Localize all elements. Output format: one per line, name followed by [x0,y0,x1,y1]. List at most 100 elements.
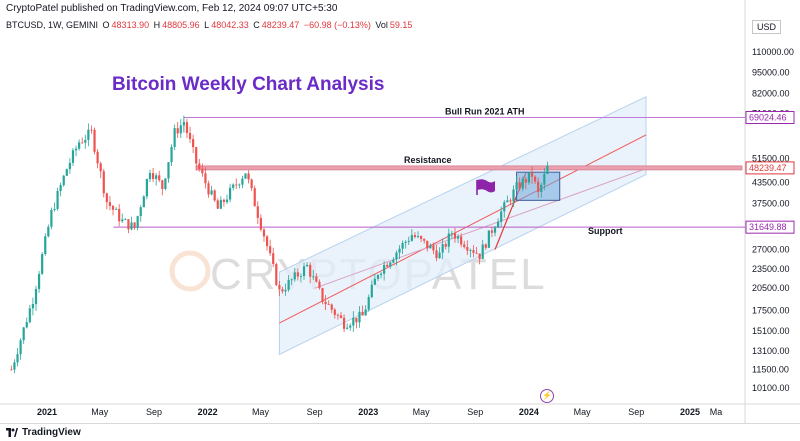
candle-body [213,190,216,201]
candle [158,170,161,183]
candle [90,125,93,134]
candle [133,222,136,230]
close-label: C [253,20,260,30]
candle [290,278,293,286]
candle-body [481,244,484,259]
candle [438,247,441,259]
candle-body [416,236,420,237]
candle [25,317,28,329]
candle [262,227,266,242]
candle [327,300,330,305]
candle-body [34,288,38,305]
candle-body [19,340,22,355]
candle [201,163,204,177]
footer-brand[interactable]: TradingView [22,427,81,438]
candle-body [164,178,167,189]
candle [142,195,145,208]
candle-body [16,354,19,363]
tradingview-logo-icon [6,428,18,437]
annotation-resistance: Resistance [404,155,452,165]
candle [225,194,229,205]
candle-body [136,216,139,228]
price-tick-label: 71000.00 [752,109,790,119]
candle-body [367,297,370,310]
candle-body [250,179,253,189]
candle-body [111,205,115,210]
candle [342,314,346,333]
time-tick-label: Sep [307,407,323,417]
candle [179,119,182,139]
candle [222,198,226,207]
candle-body [312,276,315,278]
candle [299,273,303,283]
candle-body [228,187,232,200]
candle-body [543,173,546,185]
candle [281,286,284,294]
candle [469,248,472,258]
candle-body [487,230,490,248]
candle-body [96,151,99,164]
candle-body [37,273,41,289]
candle-body [102,171,105,194]
candle [278,280,281,297]
candle [410,229,413,242]
candle [37,270,41,293]
candle-body [537,181,540,192]
candle [537,177,540,198]
candle-body [503,202,506,212]
time-tick-label: 2025 [680,407,700,417]
candle-body [358,311,361,323]
candle [509,198,512,206]
candle [124,218,127,221]
currency-button[interactable]: USD [752,20,782,34]
candle [34,285,38,311]
candle [540,182,543,198]
time-tick-label: May [413,407,431,417]
price-tick-label: 20500.00 [752,283,790,293]
candle-body [309,264,312,277]
candle [293,268,296,282]
candle-body [253,188,256,207]
candle [450,230,454,240]
time-tick-label: May [252,407,270,417]
candle [435,244,438,262]
candle-body [244,173,247,179]
candle [321,287,324,305]
candle-body [99,163,102,172]
candle-body [515,182,518,190]
candle [312,270,315,280]
time-tick-label: 2022 [198,407,218,417]
candle-body [395,252,398,260]
candle [379,271,383,279]
publish-info: CryptoPatel published on TradingView.com… [6,3,338,14]
candle-body [392,259,395,263]
candle [185,118,189,138]
candle [265,234,269,251]
watermark: CRYPTOPATEL [169,250,545,299]
candle-body [456,236,460,239]
candle-body [31,304,35,309]
candle-body [78,142,81,149]
candle [167,162,170,183]
candle-body [235,184,238,186]
candle-body [444,244,447,247]
candle-body [167,162,170,179]
candle-body [352,317,355,326]
candle-body [47,226,50,237]
candle [213,189,216,202]
candle-body [333,309,336,315]
price-label-box [745,161,795,175]
candle-body [379,273,383,275]
symbol-label[interactable]: BTCUSD, 1W, GEMINI [6,20,99,30]
candle [530,166,534,184]
lightning-icon[interactable]: ⚡ [540,389,554,403]
candle [216,198,219,209]
candle [533,175,537,184]
candle-body [198,163,201,169]
price-label-text: 48239.47 [749,163,787,173]
candle [244,173,247,179]
candle-body [81,142,84,144]
candle [62,174,65,187]
candle [355,317,358,329]
